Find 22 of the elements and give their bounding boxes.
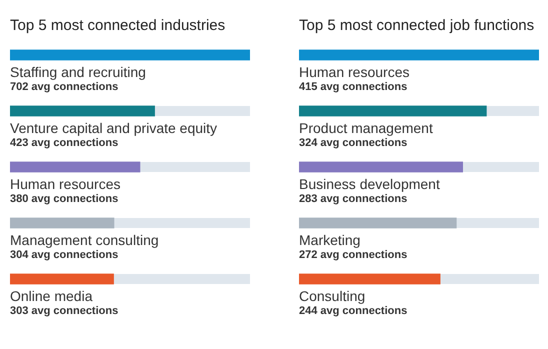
category-label: Consulting [299,288,366,304]
data-label: 324 avg connections [299,137,408,149]
data-label: 283 avg connections [299,193,408,205]
chart-title: Top 5 most connected job functions [299,17,534,34]
data-label: 304 avg connections [10,249,118,261]
data-label: 244 avg connections [299,305,408,317]
category-label: Staffing and recruiting [10,64,146,80]
category-label: Human resources [299,64,410,80]
data-label: 272 avg connections [299,249,408,261]
data-label: 423 avg connections [10,137,118,149]
data-label: 380 avg connections [10,193,118,205]
category-label: Venture capital and private equity [10,120,218,136]
category-label: Marketing [299,232,360,248]
category-label: Business development [299,176,440,192]
category-label: Online media [10,288,92,304]
category-label: Human resources [10,176,120,192]
data-label: 303 avg connections [10,305,118,317]
category-label: Management consulting [10,232,159,248]
chart-title: Top 5 most connected industries [10,17,226,34]
data-label: 702 avg connections [10,81,118,93]
data-label: 415 avg connections [299,81,408,93]
category-label: Product management [299,120,433,136]
